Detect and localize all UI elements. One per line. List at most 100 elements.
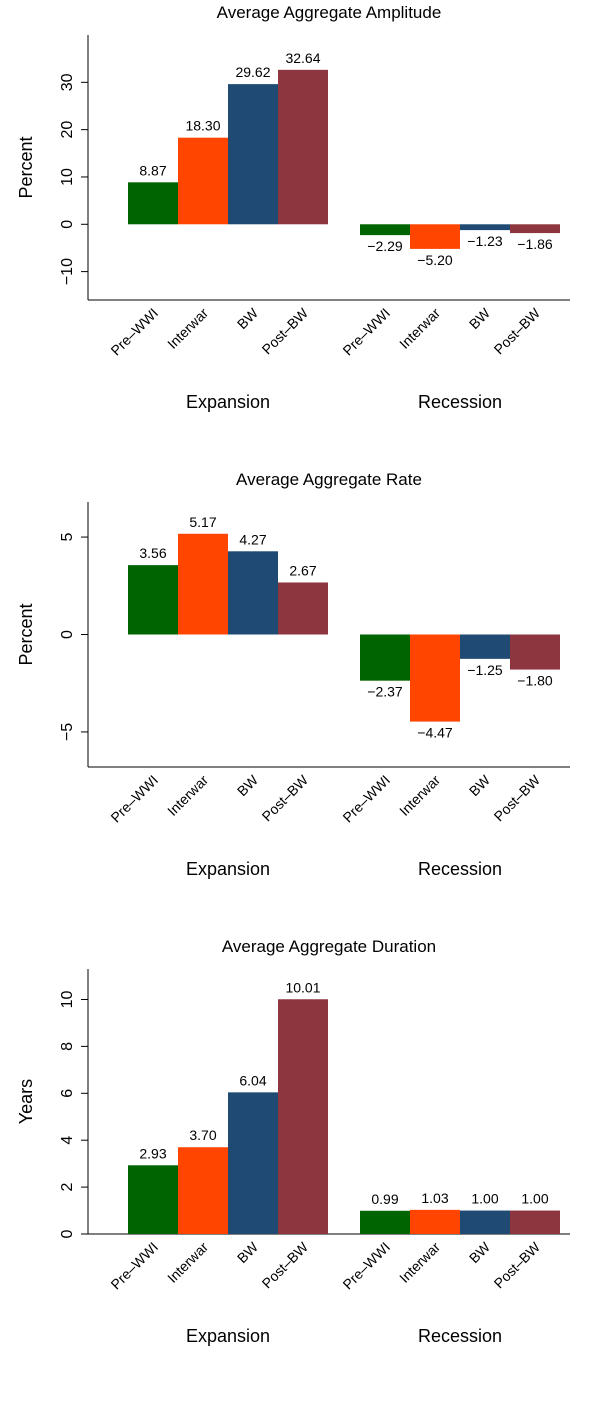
- value-label: 29.62: [235, 64, 270, 80]
- chart-panel: Average Aggregate Amplitude Percent −10 0 10…: [16, 3, 570, 412]
- bar: [278, 69, 328, 225]
- value-label: 2.67: [289, 562, 316, 578]
- value-label: 1.03: [421, 1190, 448, 1206]
- value-label: 10.01: [285, 979, 320, 995]
- value-label: 1.00: [521, 1191, 548, 1207]
- y-tick-label: 0: [59, 220, 76, 229]
- value-label: 18.30: [185, 118, 220, 134]
- y-tick-label: 2: [59, 1183, 76, 1192]
- y-tick-label: 10: [59, 990, 76, 1008]
- x-tick-label: Pre–WWI: [339, 1239, 393, 1293]
- bar: [460, 224, 510, 231]
- group-label: Recession: [418, 392, 502, 412]
- x-tick-label: Pre–WWI: [339, 772, 393, 826]
- value-label: 5.17: [189, 514, 216, 530]
- y-tick-label: 10: [59, 168, 76, 186]
- x-tick-label: Pre–WWI: [107, 305, 161, 359]
- bar: [410, 634, 460, 722]
- x-tick-label: BW: [234, 304, 262, 332]
- x-tick-label: BW: [234, 1238, 262, 1266]
- bar: [178, 1147, 228, 1234]
- group-label: Recession: [418, 859, 502, 879]
- value-label: −2.29: [367, 238, 403, 254]
- y-tick-label: 8: [59, 1042, 76, 1051]
- y-tick-label: 5: [59, 533, 76, 542]
- x-tick-label: Interwar: [164, 1239, 211, 1286]
- bar: [278, 999, 328, 1234]
- value-label: 32.64: [285, 50, 320, 66]
- bar: [510, 1210, 560, 1234]
- x-tick-label: Interwar: [164, 305, 211, 352]
- value-label: −1.25: [467, 662, 503, 678]
- x-tick-label: Post–BW: [491, 771, 544, 824]
- group-label: Expansion: [186, 859, 270, 879]
- x-tick-label: Pre–WWI: [107, 1239, 161, 1293]
- x-tick-label: BW: [466, 1238, 494, 1266]
- x-tick-label: Post–BW: [259, 771, 312, 824]
- y-axis-label: Percent: [16, 603, 36, 665]
- y-tick-label: 0: [59, 1229, 76, 1238]
- x-tick-label: Pre–WWI: [107, 772, 161, 826]
- y-tick-label: −5: [59, 723, 76, 741]
- value-label: 1.00: [471, 1191, 498, 1207]
- group-label: Recession: [418, 1326, 502, 1346]
- group-label: Expansion: [186, 1326, 270, 1346]
- y-tick-label: 0: [59, 630, 76, 639]
- bar: [410, 1209, 460, 1234]
- value-label: 2.93: [139, 1145, 166, 1161]
- value-label: −2.37: [367, 684, 403, 700]
- x-tick-label: Post–BW: [259, 1238, 312, 1291]
- x-tick-label: Interwar: [396, 1239, 443, 1286]
- bar: [410, 224, 460, 249]
- bar: [228, 551, 278, 635]
- y-tick-label: −10: [59, 258, 76, 285]
- value-label: 6.04: [239, 1072, 266, 1088]
- x-tick-label: Post–BW: [491, 304, 544, 357]
- bar: [128, 1165, 178, 1234]
- bar: [460, 1210, 510, 1234]
- chart-title: Average Aggregate Amplitude: [217, 3, 442, 22]
- bar: [360, 634, 410, 681]
- bar: [510, 634, 560, 670]
- x-tick-label: Interwar: [396, 772, 443, 819]
- x-tick-label: Interwar: [396, 305, 443, 352]
- x-tick-label: Post–BW: [259, 304, 312, 357]
- chart-title: Average Aggregate Duration: [222, 937, 436, 956]
- bar: [178, 137, 228, 225]
- chart-panel: Average Aggregate Rate Percent −5 0 5 Expansi…: [16, 470, 570, 879]
- y-axis-label: Percent: [16, 136, 36, 198]
- value-label: 8.87: [139, 162, 166, 178]
- bar: [228, 1092, 278, 1234]
- value-label: −4.47: [417, 725, 453, 741]
- bar: [128, 565, 178, 635]
- bar: [360, 1210, 410, 1234]
- bar: [178, 533, 228, 635]
- chart-title: Average Aggregate Rate: [236, 470, 422, 489]
- value-label: −1.80: [517, 673, 553, 689]
- value-label: −1.86: [517, 236, 553, 252]
- x-tick-label: BW: [234, 771, 262, 799]
- value-label: 4.27: [239, 531, 266, 547]
- x-tick-label: Pre–WWI: [339, 305, 393, 359]
- x-tick-label: Interwar: [164, 772, 211, 819]
- value-label: 3.70: [189, 1127, 216, 1143]
- y-tick-label: 20: [59, 121, 76, 139]
- chart-panel: Average Aggregate Duration Years 0 2 4 6 8 10 Ex…: [16, 937, 570, 1346]
- value-label: 3.56: [139, 545, 166, 561]
- y-axis-label: Years: [16, 1079, 36, 1124]
- bar: [510, 224, 560, 234]
- x-tick-label: Post–BW: [491, 1238, 544, 1291]
- bar: [360, 224, 410, 236]
- y-tick-label: 4: [59, 1136, 76, 1145]
- group-label: Expansion: [186, 392, 270, 412]
- x-tick-label: BW: [466, 771, 494, 799]
- y-tick-label: 6: [59, 1089, 76, 1098]
- bar: [278, 582, 328, 635]
- y-tick-label: 30: [59, 73, 76, 91]
- x-tick-label: BW: [466, 304, 494, 332]
- value-label: −1.23: [467, 233, 503, 249]
- bar: [228, 84, 278, 225]
- value-label: −5.20: [417, 252, 453, 268]
- bar: [460, 634, 510, 659]
